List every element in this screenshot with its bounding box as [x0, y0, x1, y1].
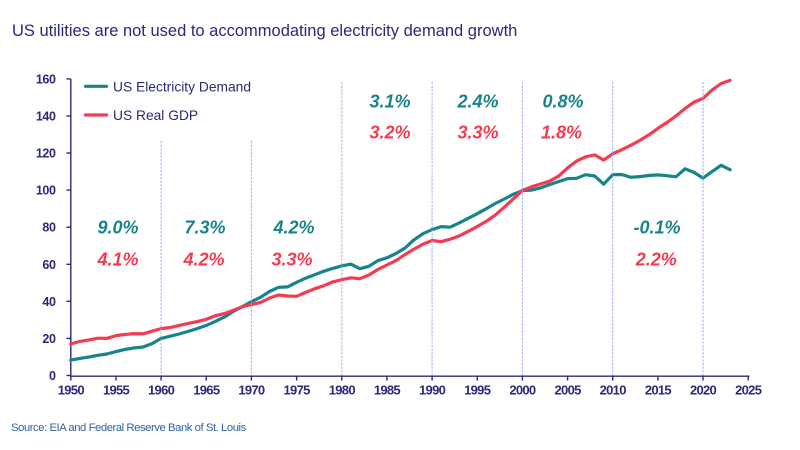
svg-text:0.8%: 0.8% [542, 92, 583, 112]
svg-text:2010: 2010 [600, 382, 627, 397]
svg-text:3.3%: 3.3% [457, 123, 498, 143]
svg-text:1970: 1970 [238, 382, 265, 397]
svg-text:US Real GDP: US Real GDP [113, 108, 198, 123]
svg-text:120: 120 [36, 147, 56, 161]
svg-text:2015: 2015 [645, 382, 672, 397]
svg-text:2005: 2005 [555, 382, 582, 397]
svg-text:1.8%: 1.8% [541, 123, 582, 143]
svg-text:US Electricity Demand: US Electricity Demand [113, 79, 251, 94]
svg-text:1965: 1965 [193, 382, 220, 397]
svg-text:1995: 1995 [464, 382, 491, 397]
svg-text:4.1%: 4.1% [96, 250, 138, 270]
svg-text:160: 160 [36, 72, 56, 86]
svg-text:1950: 1950 [58, 382, 85, 397]
svg-text:2.2%: 2.2% [635, 250, 677, 270]
svg-text:1960: 1960 [148, 382, 175, 397]
svg-text:Source: EIA and Federal Reserv: Source: EIA and Federal Reserve Bank of … [11, 422, 247, 434]
svg-text:1975: 1975 [284, 382, 311, 397]
svg-text:3.1%: 3.1% [369, 92, 410, 112]
svg-text:4.2%: 4.2% [272, 218, 314, 238]
svg-text:3.3%: 3.3% [271, 250, 312, 270]
svg-text:2.4%: 2.4% [456, 92, 498, 112]
svg-text:140: 140 [36, 110, 56, 124]
svg-text:100: 100 [36, 184, 56, 198]
svg-text:2020: 2020 [690, 382, 717, 397]
svg-text:80: 80 [42, 221, 56, 235]
svg-text:1980: 1980 [329, 382, 356, 397]
svg-text:4.2%: 4.2% [182, 250, 224, 270]
svg-text:9.0%: 9.0% [97, 218, 138, 238]
svg-text:60: 60 [42, 258, 56, 272]
svg-text:1990: 1990 [419, 382, 446, 397]
svg-text:1955: 1955 [103, 382, 130, 397]
svg-text:2000: 2000 [509, 382, 536, 397]
svg-text:0: 0 [49, 369, 56, 383]
svg-text:40: 40 [42, 295, 56, 309]
svg-text:3.2%: 3.2% [369, 123, 410, 143]
svg-text:7.3%: 7.3% [184, 218, 225, 238]
svg-text:20: 20 [42, 332, 56, 346]
svg-text:-0.1%: -0.1% [633, 218, 680, 238]
svg-text:1985: 1985 [374, 382, 401, 397]
svg-text:2025: 2025 [735, 382, 762, 397]
